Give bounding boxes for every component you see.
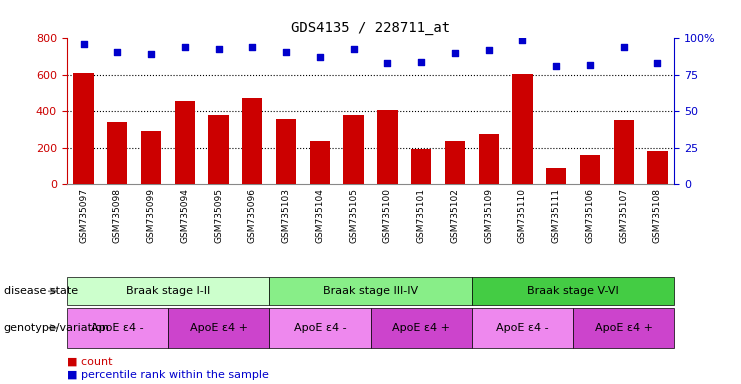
Text: Braak stage I-II: Braak stage I-II [126, 286, 210, 296]
Point [382, 60, 393, 66]
Point [651, 60, 663, 66]
Bar [614, 121, 634, 184]
Point [213, 46, 225, 52]
Bar [411, 149, 431, 184]
Point [551, 63, 562, 69]
Bar [377, 109, 397, 184]
Text: GSM735111: GSM735111 [551, 188, 561, 243]
Text: ApoE ε4 -: ApoE ε4 - [496, 323, 549, 333]
Point [584, 61, 596, 68]
Bar [310, 141, 330, 184]
Text: GSM735102: GSM735102 [451, 188, 459, 243]
Bar [141, 131, 162, 184]
Text: GSM735107: GSM735107 [619, 188, 628, 243]
Text: GSM735108: GSM735108 [653, 188, 662, 243]
Bar [445, 141, 465, 184]
Point [348, 46, 359, 52]
Point [516, 37, 528, 43]
Text: ApoE ε4 -: ApoE ε4 - [293, 323, 346, 333]
Text: Braak stage V-VI: Braak stage V-VI [527, 286, 619, 296]
Bar [546, 168, 566, 184]
Point [111, 48, 123, 55]
Text: ApoE ε4 +: ApoE ε4 + [392, 323, 450, 333]
Text: GSM735101: GSM735101 [416, 188, 425, 243]
Point [247, 44, 259, 50]
Text: GSM735095: GSM735095 [214, 188, 223, 243]
Text: GSM735100: GSM735100 [383, 188, 392, 243]
Bar [579, 155, 600, 184]
Text: Braak stage III-IV: Braak stage III-IV [323, 286, 418, 296]
Point [482, 47, 494, 53]
Text: ■ percentile rank within the sample: ■ percentile rank within the sample [67, 370, 268, 380]
Bar [107, 122, 127, 184]
Bar [648, 152, 668, 184]
Text: GSM735096: GSM735096 [247, 188, 257, 243]
Point [280, 48, 292, 55]
Text: GSM735106: GSM735106 [585, 188, 594, 243]
Bar [276, 119, 296, 184]
Point [78, 41, 90, 47]
Point [618, 44, 630, 50]
Bar [479, 134, 499, 184]
Bar [175, 101, 195, 184]
Point [415, 59, 427, 65]
Text: genotype/variation: genotype/variation [4, 323, 110, 333]
Text: GDS4135 / 228711_at: GDS4135 / 228711_at [291, 21, 450, 35]
Bar [208, 115, 229, 184]
Bar [512, 74, 533, 184]
Bar [242, 98, 262, 184]
Text: GSM735105: GSM735105 [349, 188, 358, 243]
Text: disease state: disease state [4, 286, 78, 296]
Point [145, 51, 157, 58]
Text: ■ count: ■ count [67, 357, 112, 367]
Text: ApoE ε4 +: ApoE ε4 + [190, 323, 247, 333]
Text: GSM735110: GSM735110 [518, 188, 527, 243]
Text: ApoE ε4 -: ApoE ε4 - [91, 323, 144, 333]
Text: GSM735109: GSM735109 [484, 188, 494, 243]
Text: GSM735103: GSM735103 [282, 188, 290, 243]
Bar [73, 73, 93, 184]
Text: GSM735094: GSM735094 [180, 188, 190, 243]
Text: ApoE ε4 +: ApoE ε4 + [595, 323, 653, 333]
Point [314, 54, 326, 60]
Text: GSM735099: GSM735099 [147, 188, 156, 243]
Text: GSM735097: GSM735097 [79, 188, 88, 243]
Bar [344, 115, 364, 184]
Text: GSM735098: GSM735098 [113, 188, 122, 243]
Text: GSM735104: GSM735104 [316, 188, 325, 243]
Point [179, 44, 190, 50]
Point [449, 50, 461, 56]
